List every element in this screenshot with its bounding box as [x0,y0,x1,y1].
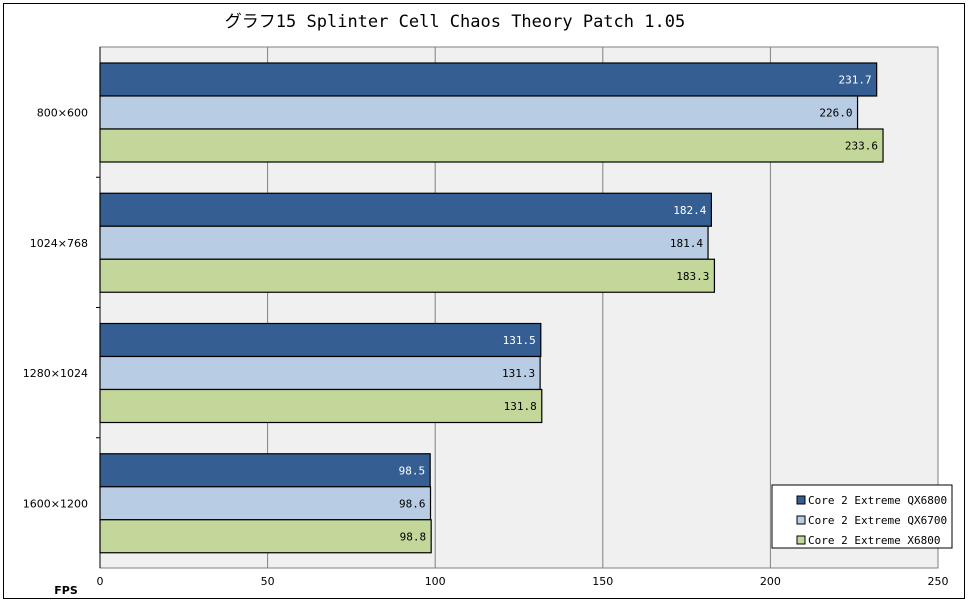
data-label: 98.8 [400,530,427,543]
x-tick-label: 50 [261,575,275,588]
bar [99,355,541,391]
chart-title: グラフ15 Splinter Cell Chaos Theory Patch 1… [225,12,685,32]
y-category-label: 1280×1024 [23,367,88,380]
data-label: 131.3 [502,367,535,380]
bar [99,225,709,260]
bar [99,486,432,521]
x-tick-label: 200 [760,575,781,588]
legend: Core 2 Extreme QX6800 Core 2 Extreme QX67… [771,484,953,549]
bar [99,95,859,130]
bar [99,453,431,488]
data-label: 233.6 [845,140,878,153]
bar [99,388,543,424]
bar [99,519,432,554]
legend-label: Core 2 Extreme X6800 [808,534,940,547]
x-tick-label: 250 [928,575,949,588]
x-tick-label: 150 [592,575,613,588]
data-label: 98.6 [399,497,426,510]
x-axis-label: FPS [54,584,78,597]
y-category-label: 1600×1200 [23,497,88,510]
data-label: 131.8 [504,400,537,413]
legend-label: Core 2 Extreme QX6800 [808,494,947,507]
legend-swatch [796,495,806,505]
x-tick-label: 0 [97,575,104,588]
bar [99,258,716,293]
data-label: 98.5 [399,464,426,477]
x-tick-label: 100 [425,575,446,588]
bar [99,62,878,97]
y-category-label: 1024×768 [30,237,88,250]
data-label: 183.3 [676,270,709,283]
data-label: 226.0 [819,107,852,120]
bar [99,322,542,358]
bar [99,128,884,163]
data-label: 231.7 [839,74,872,87]
y-category-label: 800×600 [37,107,88,120]
legend-label: Core 2 Extreme QX6700 [808,514,947,527]
legend-swatch [796,535,806,545]
data-label: 131.5 [503,334,536,347]
plot-area: 0 50 100 150 200 250 800×600 231.7 226.0 233.6 102… [23,46,949,588]
legend-swatch [796,515,806,525]
data-label: 181.4 [670,237,703,250]
bar [99,192,713,227]
data-label: 182.4 [673,204,706,217]
